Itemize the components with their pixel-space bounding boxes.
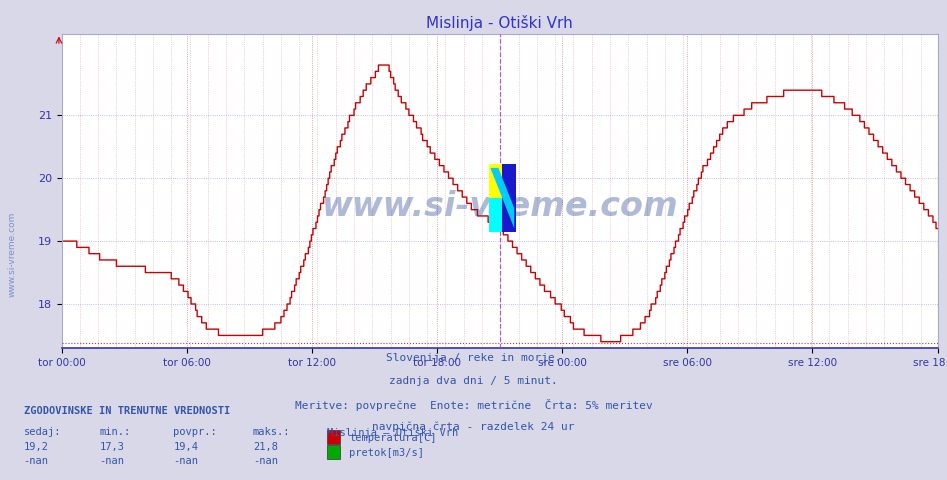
Bar xyxy=(502,165,515,232)
Text: maks.:: maks.: xyxy=(253,427,291,437)
Text: -nan: -nan xyxy=(99,456,124,466)
Title: Mislinja - Otiški Vrh: Mislinja - Otiški Vrh xyxy=(426,15,573,31)
Text: 19,4: 19,4 xyxy=(173,442,198,452)
Text: 19,2: 19,2 xyxy=(24,442,48,452)
Text: 17,3: 17,3 xyxy=(99,442,124,452)
Text: Meritve: povprečne  Enote: metrične  Črta: 5% meritev: Meritve: povprečne Enote: metrične Črta:… xyxy=(295,399,652,411)
Text: www.si-vreme.com: www.si-vreme.com xyxy=(321,190,678,223)
Polygon shape xyxy=(491,168,514,228)
Text: -nan: -nan xyxy=(24,456,48,466)
Text: Mislinja – Otiški Vrh: Mislinja – Otiški Vrh xyxy=(327,427,458,438)
Text: www.si-vreme.com: www.si-vreme.com xyxy=(8,212,17,297)
Text: navpična črta - razdelek 24 ur: navpična črta - razdelek 24 ur xyxy=(372,422,575,432)
Text: zadnja dva dni / 5 minut.: zadnja dva dni / 5 minut. xyxy=(389,376,558,386)
Text: temperatura[C]: temperatura[C] xyxy=(349,433,437,443)
Text: 21,8: 21,8 xyxy=(253,442,277,452)
Bar xyxy=(489,198,502,232)
Text: Slovenija / reke in morje.: Slovenija / reke in morje. xyxy=(385,353,562,363)
Text: min.:: min.: xyxy=(99,427,131,437)
Text: pretok[m3/s]: pretok[m3/s] xyxy=(349,448,424,458)
Bar xyxy=(489,165,502,198)
Text: sedaj:: sedaj: xyxy=(24,427,62,437)
Text: -nan: -nan xyxy=(253,456,277,466)
Text: -nan: -nan xyxy=(173,456,198,466)
Text: ZGODOVINSKE IN TRENUTNE VREDNOSTI: ZGODOVINSKE IN TRENUTNE VREDNOSTI xyxy=(24,406,230,416)
Text: povpr.:: povpr.: xyxy=(173,427,217,437)
